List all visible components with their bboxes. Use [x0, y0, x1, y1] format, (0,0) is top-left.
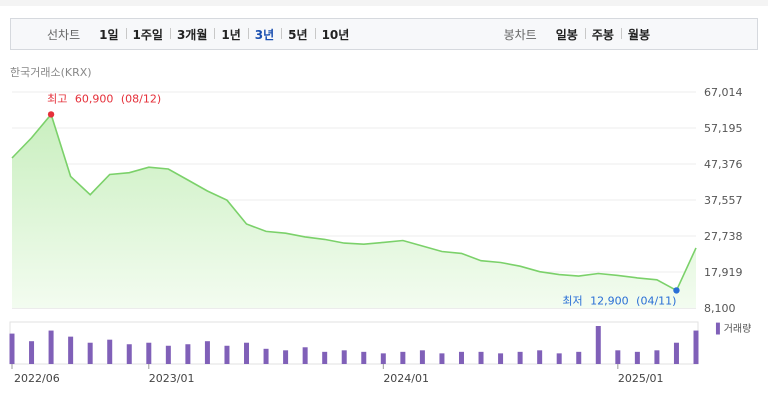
candle-tab-weekly[interactable]: 주봉	[584, 26, 621, 43]
top-strip	[0, 0, 768, 6]
line-chart-label: 선차트	[47, 27, 81, 42]
volume-bar	[204, 341, 210, 364]
y-tick-label: 37,557	[704, 194, 743, 207]
y-tick-label: 57,195	[704, 122, 743, 135]
low-date: (04/11)	[636, 294, 676, 307]
volume-bar	[595, 326, 601, 364]
candle-tab-daily[interactable]: 일봉	[555, 27, 578, 42]
volume-bar	[126, 344, 132, 364]
volume-bar	[439, 353, 445, 364]
volume-label-bar: ▌	[715, 322, 724, 335]
volume-bar	[9, 333, 15, 364]
y-tick-label: 27,738	[704, 230, 743, 243]
period-tab-1w[interactable]: 1주일	[125, 26, 170, 43]
volume-bar	[263, 348, 269, 364]
volume-bar	[576, 351, 582, 364]
volume-bar	[283, 350, 289, 364]
high-value: 60,900	[75, 92, 114, 105]
high-annotation: 최고 60,900 (08/12)	[47, 92, 161, 105]
period-tab-1d[interactable]: 1일	[99, 27, 119, 42]
volume-bar	[517, 351, 523, 364]
volume-bar	[146, 342, 152, 364]
high-low-markers: 최고 60,900 (08/12) 최저 12,900 (04/11)	[47, 92, 680, 307]
chart-period-tabbar: 선차트 1일 1주일 3개월 1년 3년 5년 10년 봉차트 일봉 주봉 월봉	[10, 18, 758, 50]
period-tab-10y[interactable]: 10년	[314, 26, 357, 43]
high-date: (08/12)	[121, 92, 161, 105]
volume-bars	[9, 321, 699, 365]
volume-bar	[537, 350, 543, 364]
period-tab-3y[interactable]: 3년	[247, 26, 281, 43]
volume-bar	[107, 339, 113, 364]
line-chart-period-group: 선차트 1일 1주일 3개월 1년 3년 5년 10년	[47, 19, 356, 49]
volume-label: ▌거래량	[715, 322, 751, 335]
volume-bar	[302, 347, 308, 364]
volume-bar	[654, 350, 660, 364]
volume-bar	[165, 345, 171, 364]
volume-bar	[478, 351, 484, 364]
volume-bar	[322, 351, 328, 364]
volume-bar	[673, 342, 679, 364]
volume-bar	[419, 350, 425, 364]
high-label: 최고	[47, 92, 67, 105]
volume-bar	[556, 353, 562, 364]
x-tick-label: 2023/01	[149, 372, 195, 385]
volume-bar	[458, 351, 464, 364]
y-tick-label: 8,100	[704, 302, 736, 315]
y-tick-label: 17,919	[704, 266, 743, 279]
y-tick-label: 67,014	[704, 86, 743, 99]
volume-bar	[68, 336, 74, 364]
period-tab-5y[interactable]: 5년	[281, 26, 314, 43]
candle-chart-label: 봉차트	[503, 27, 537, 42]
volume-bar	[400, 351, 406, 364]
low-label: 최저	[562, 294, 582, 307]
period-tab-1y[interactable]: 1년	[214, 26, 247, 43]
x-tick-label: 2022/06	[14, 372, 60, 385]
x-axis-ticks: 2022/06 2023/01 2024/01 2025/01	[11, 364, 664, 385]
volume-panel-frame	[9, 321, 699, 365]
period-tab-3m[interactable]: 3개월	[169, 26, 214, 43]
price-line	[11, 112, 697, 292]
volume-label-text: 거래량	[724, 323, 752, 335]
low-annotation: 최저 12,900 (04/11)	[562, 294, 676, 307]
low-point-marker	[673, 287, 680, 294]
price-area-fill	[12, 114, 696, 309]
y-tick-label: 47,376	[704, 158, 743, 171]
high-point-marker	[47, 111, 55, 118]
volume-bar	[380, 353, 386, 364]
volume-bar	[185, 344, 191, 364]
volume-bar	[615, 350, 621, 364]
volume-bar	[361, 351, 367, 364]
volume-bar	[634, 351, 640, 364]
x-tick-label: 2025/01	[618, 372, 664, 385]
volume-bar	[693, 330, 699, 364]
volume-bar	[341, 350, 347, 364]
volume-bar	[244, 342, 250, 364]
volume-bar	[48, 330, 54, 364]
low-value: 12,900	[590, 294, 629, 307]
y-axis-ticks: 67,014 57,195 47,376 37,557 27,738 17,919 8,10…	[704, 86, 743, 315]
candle-chart-group: 봉차트 일봉 주봉 월봉	[504, 19, 657, 49]
volume-bar	[498, 353, 504, 364]
volume-bar	[29, 341, 35, 364]
volume-bar	[224, 345, 230, 364]
x-tick-label: 2024/01	[383, 372, 429, 385]
data-source-label: 한국거래소(KRX)	[10, 66, 92, 79]
candle-tab-monthly[interactable]: 월봉	[620, 26, 657, 43]
volume-bar	[87, 342, 93, 364]
